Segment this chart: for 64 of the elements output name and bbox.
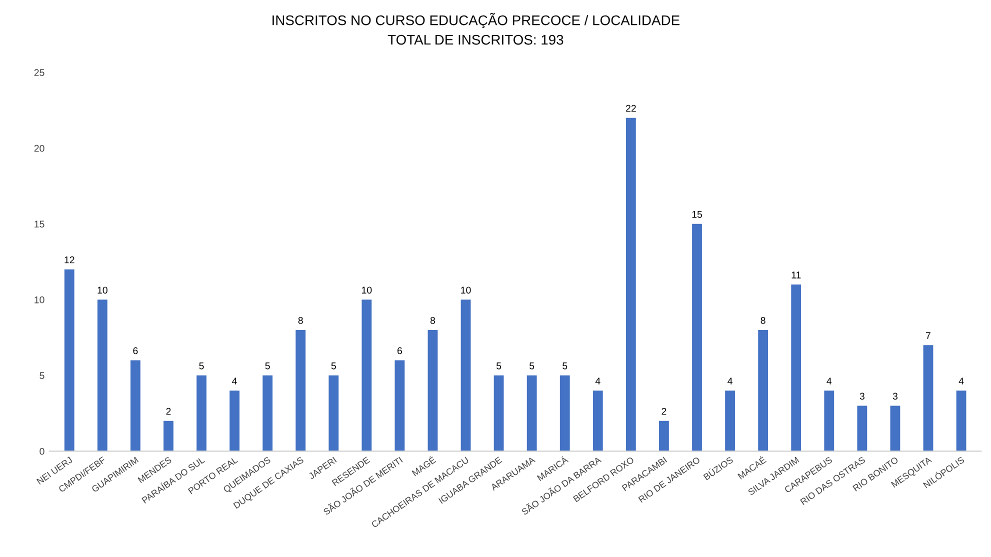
data-label: 10 [98,286,108,294]
bar [230,390,240,452]
data-label: 4 [595,378,600,384]
bar [164,420,174,452]
bar [626,118,636,452]
data-label: 10 [362,286,372,294]
data-label: 12 [64,256,74,264]
bar [592,390,603,452]
bar [560,375,570,452]
chart-title: INSCRITOS NO CURSO EDUCAÇÃO PRECOCE / LOCALIDADE [272,12,680,28]
bar [394,360,405,452]
bar [97,300,108,452]
bar [460,300,471,452]
data-label: 4 [728,378,732,384]
data-label: 5 [199,362,204,370]
y-tick-label: 20 [34,144,44,152]
data-label: 8 [760,316,766,324]
data-label: 6 [133,347,138,354]
y-tick-label: 10 [34,296,44,304]
bar [196,375,206,452]
bar [130,360,140,452]
bar [296,330,306,452]
bar [857,406,868,452]
data-label: 5 [265,362,270,370]
bar [725,390,735,452]
bar [890,406,900,452]
bar [328,375,339,452]
y-tick-label: 5 [40,372,44,380]
y-tick-label: 0 [40,448,44,455]
data-label: 22 [626,104,636,112]
bar [758,330,768,452]
data-label: 2 [166,408,171,415]
bar [262,375,273,452]
data-label: 8 [430,316,436,324]
bar [956,390,966,452]
data-label: 4 [958,378,964,384]
data-label: 8 [298,316,303,324]
data-label: 10 [461,286,471,294]
chart-subtitle: TOTAL DE INSCRITOS: 193 [388,34,564,45]
data-label: 15 [692,211,702,218]
data-label: 4 [826,378,832,384]
data-label: 2 [662,408,666,415]
y-tick-label: 25 [34,69,44,76]
data-label: 5 [496,362,502,370]
bar [362,300,372,452]
data-label: 5 [331,362,336,370]
data-label: 5 [562,362,568,370]
bar [494,375,504,452]
bar [659,420,669,452]
data-label: 3 [860,392,864,400]
bar [692,224,702,452]
data-label: 3 [892,392,898,400]
data-label: 5 [530,362,534,370]
y-tick-label: 15 [34,220,44,228]
bar [64,269,74,452]
bar [526,375,537,452]
bar [824,390,834,452]
bar [428,330,438,452]
data-label: 7 [926,332,930,339]
bar [923,345,934,452]
bar [791,284,802,452]
data-label: 4 [232,378,237,384]
data-label: 11 [792,272,801,278]
data-label: 6 [397,347,402,354]
